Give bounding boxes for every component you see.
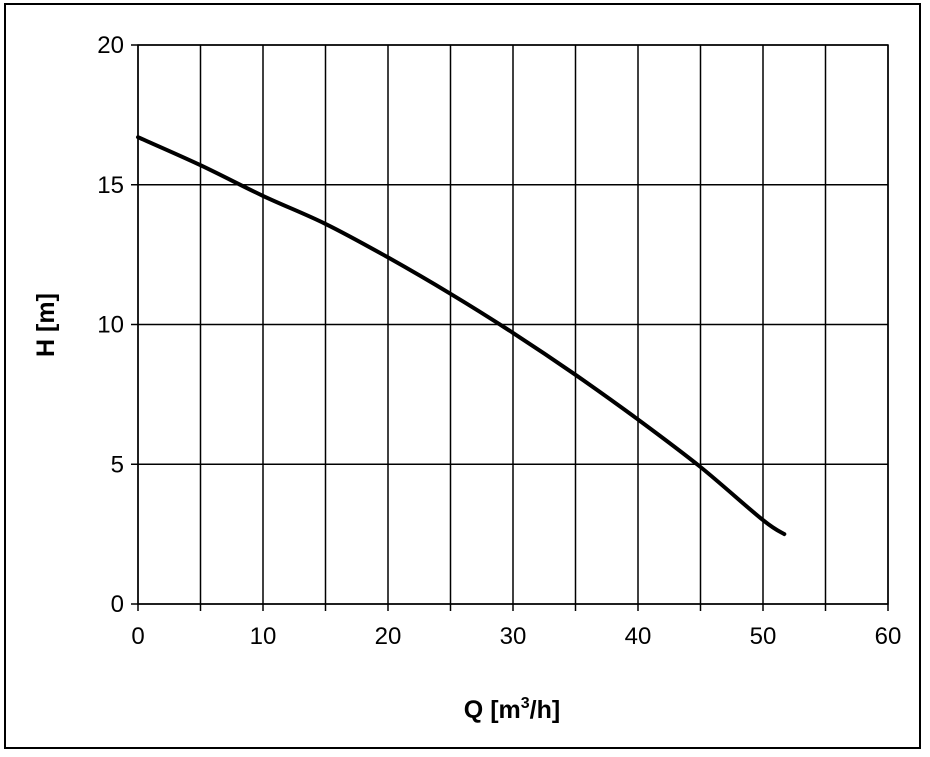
x-tick-label: 30 — [500, 623, 527, 650]
x-axis-title-tail: /h] — [530, 696, 561, 724]
chart-frame — [4, 3, 921, 749]
plot-area-border — [137, 44, 889, 605]
x-axis-title-superscript: 3 — [521, 695, 530, 712]
x-tick-labels: 0 10 20 30 40 50 60 — [131, 623, 901, 650]
x-tick-label: 10 — [250, 623, 277, 650]
x-tick-label: 20 — [375, 623, 402, 650]
x-tick-label: 40 — [625, 623, 652, 650]
x-axis-title-main: Q [m — [464, 696, 521, 724]
y-tick-label: 10 — [97, 312, 124, 339]
plot-border-rect — [137, 44, 889, 605]
y-tick-labels: 0 5 10 15 20 — [97, 32, 124, 618]
y-tick-label: 5 — [111, 451, 124, 478]
series-layer — [136, 135, 787, 537]
y-tick-label: 0 — [111, 591, 124, 618]
y-tick-label: 20 — [97, 32, 124, 59]
x-tick-label: 50 — [750, 623, 777, 650]
y-tick-label: 15 — [97, 172, 124, 199]
x-axis-title: Q [m3/h] — [464, 695, 560, 724]
y-axis-title: H [m] — [32, 293, 60, 357]
x-tick-label: 0 — [131, 623, 144, 650]
series-line-pump-curve — [136, 135, 787, 537]
x-tick-label: 60 — [875, 623, 902, 650]
